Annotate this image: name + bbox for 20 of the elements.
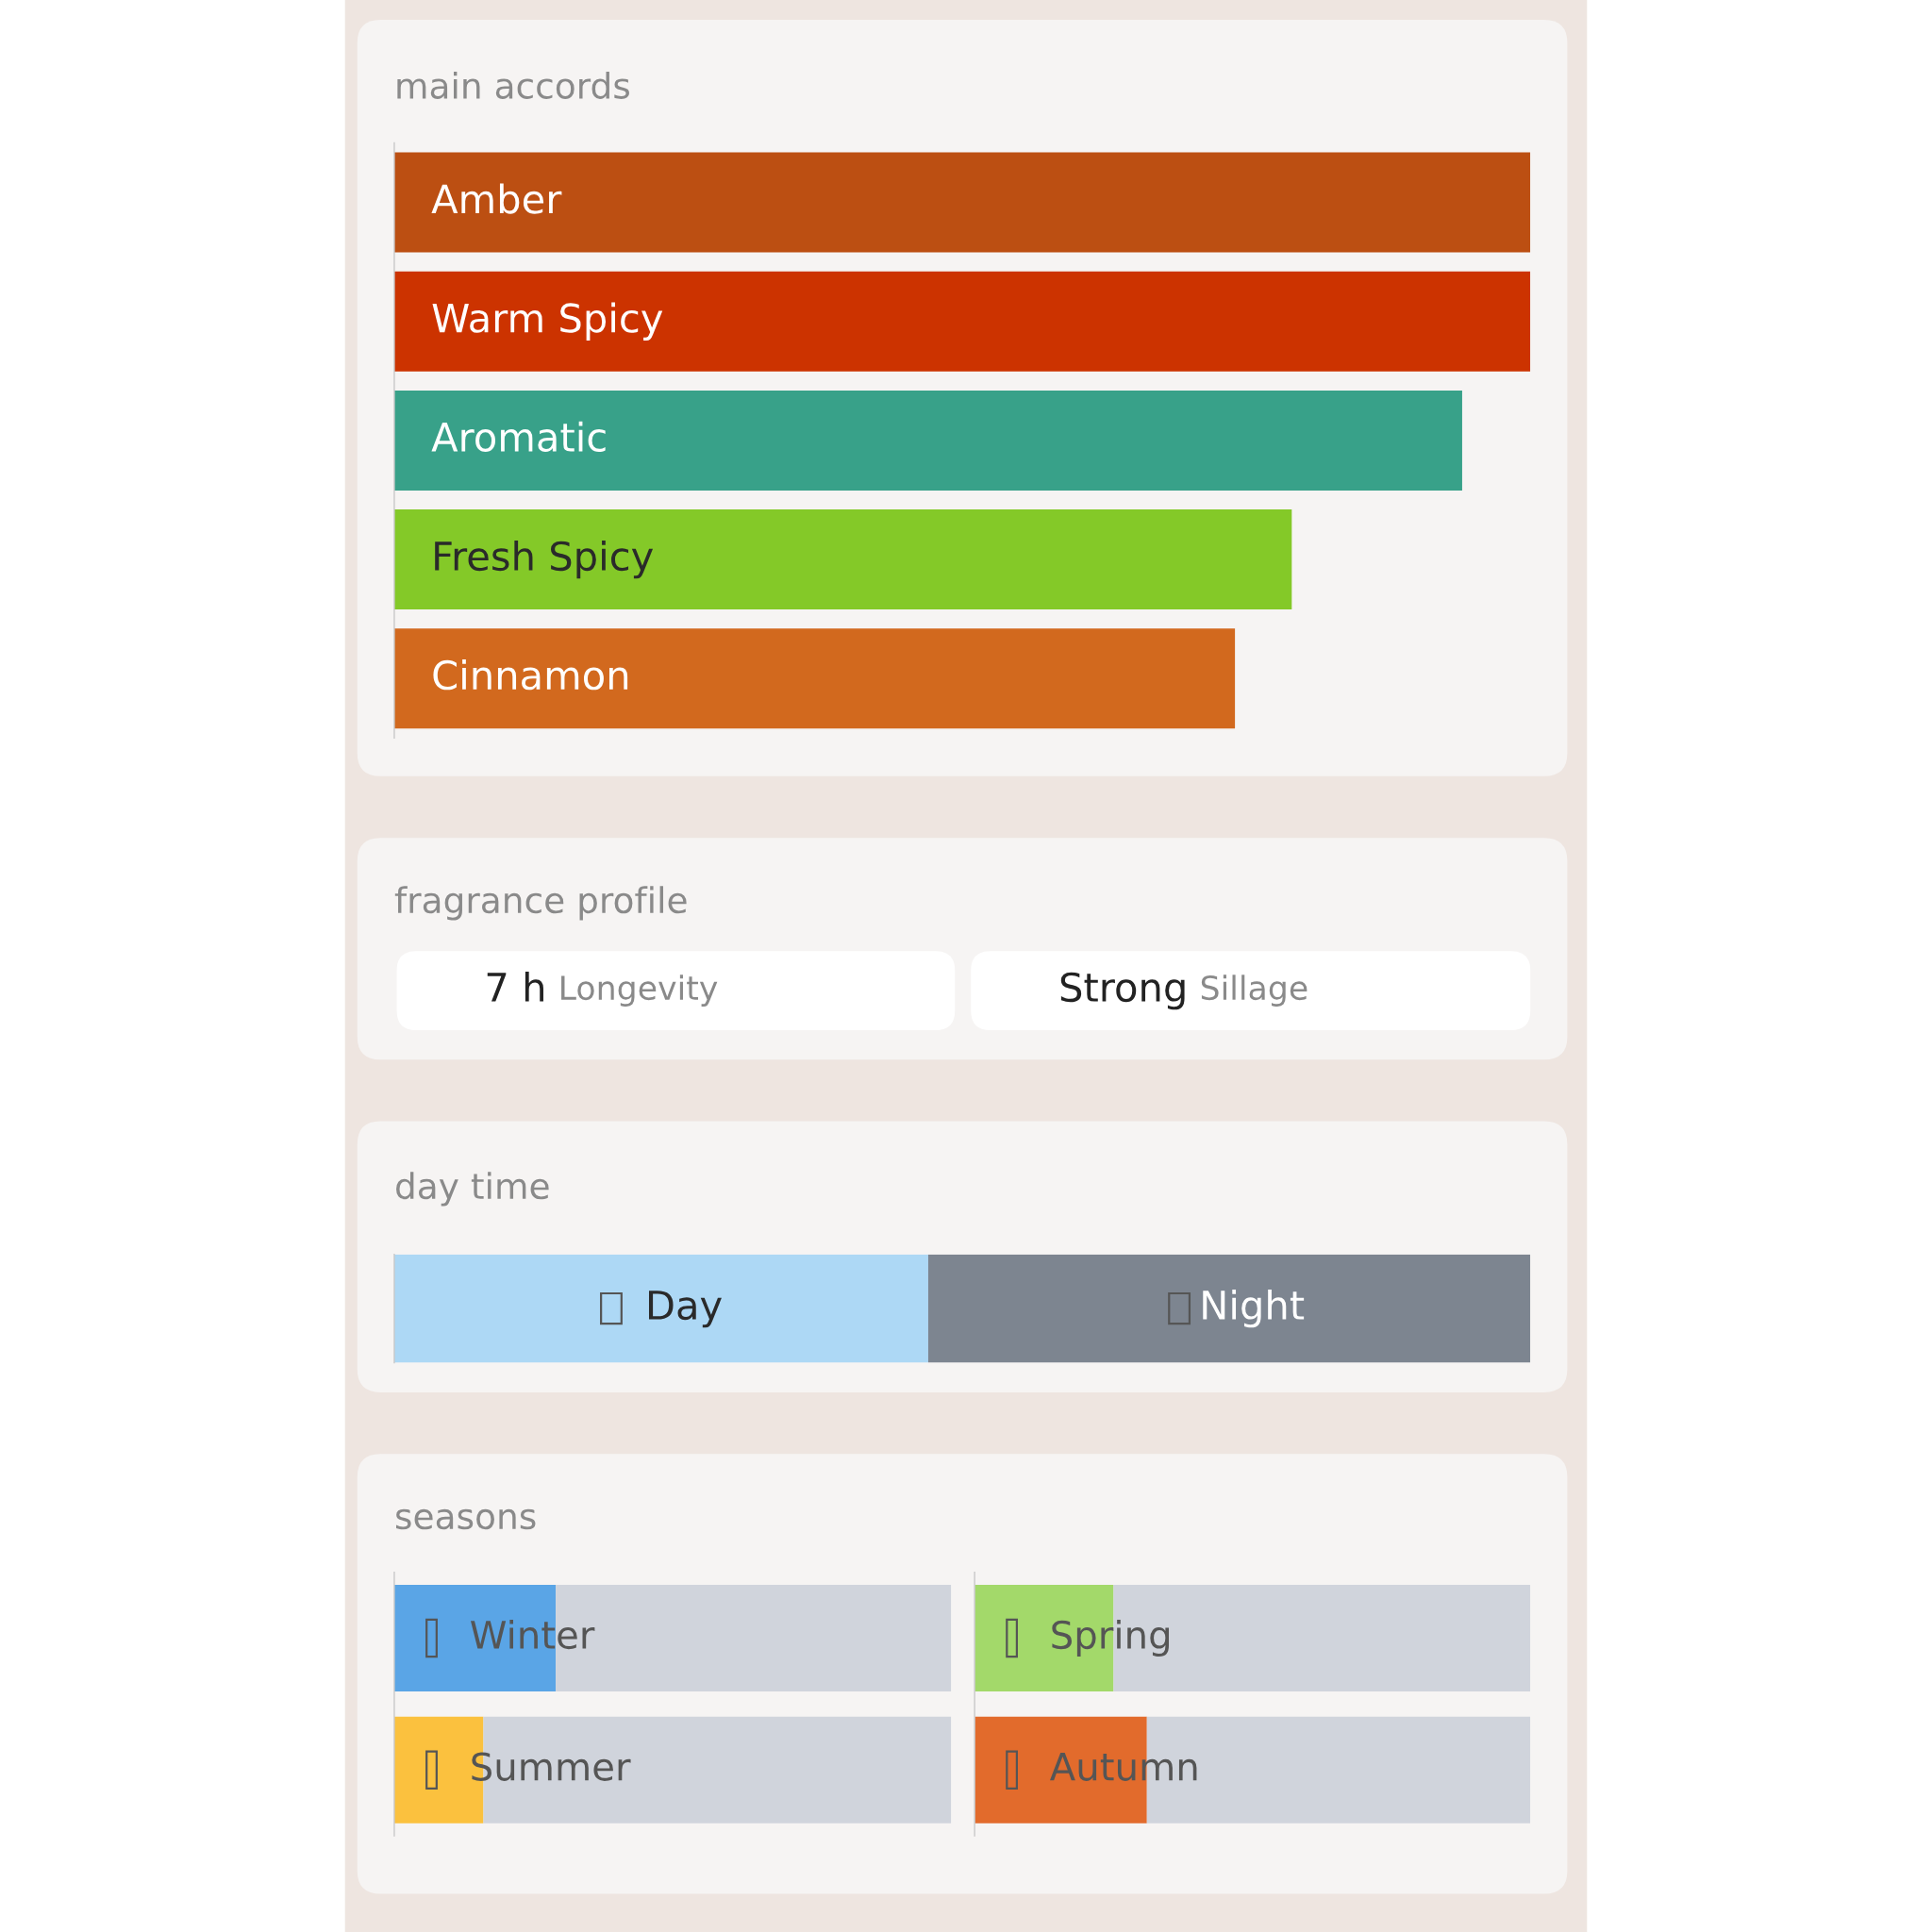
chart-title: seasons bbox=[395, 1508, 536, 1530]
text: Sillage bbox=[1201, 974, 1307, 1007]
text: 7 h bbox=[487, 971, 543, 1002]
bar bbox=[393, 509, 1292, 610]
bar bbox=[393, 390, 1462, 491]
y-tick-label: Cinnamon bbox=[433, 659, 628, 691]
y-tick-label: Warm Spicy bbox=[432, 302, 663, 341]
text: Longevity bbox=[561, 974, 718, 1007]
series-label: Night bbox=[1203, 1289, 1305, 1328]
text: Strong bbox=[1060, 972, 1185, 1010]
chart-title: main accords bbox=[397, 71, 629, 99]
series-label: Day bbox=[648, 1291, 722, 1328]
y-tick-label: Aromatic bbox=[431, 421, 606, 453]
y-tick-label: Amber bbox=[431, 183, 562, 214]
bar bbox=[393, 271, 1531, 372]
y-tick-label: Fresh Spicy bbox=[435, 540, 654, 579]
bar bbox=[393, 628, 1236, 729]
chart-title: day time bbox=[396, 1172, 549, 1207]
text: fragrance profile bbox=[394, 886, 687, 921]
bar bbox=[393, 152, 1531, 253]
